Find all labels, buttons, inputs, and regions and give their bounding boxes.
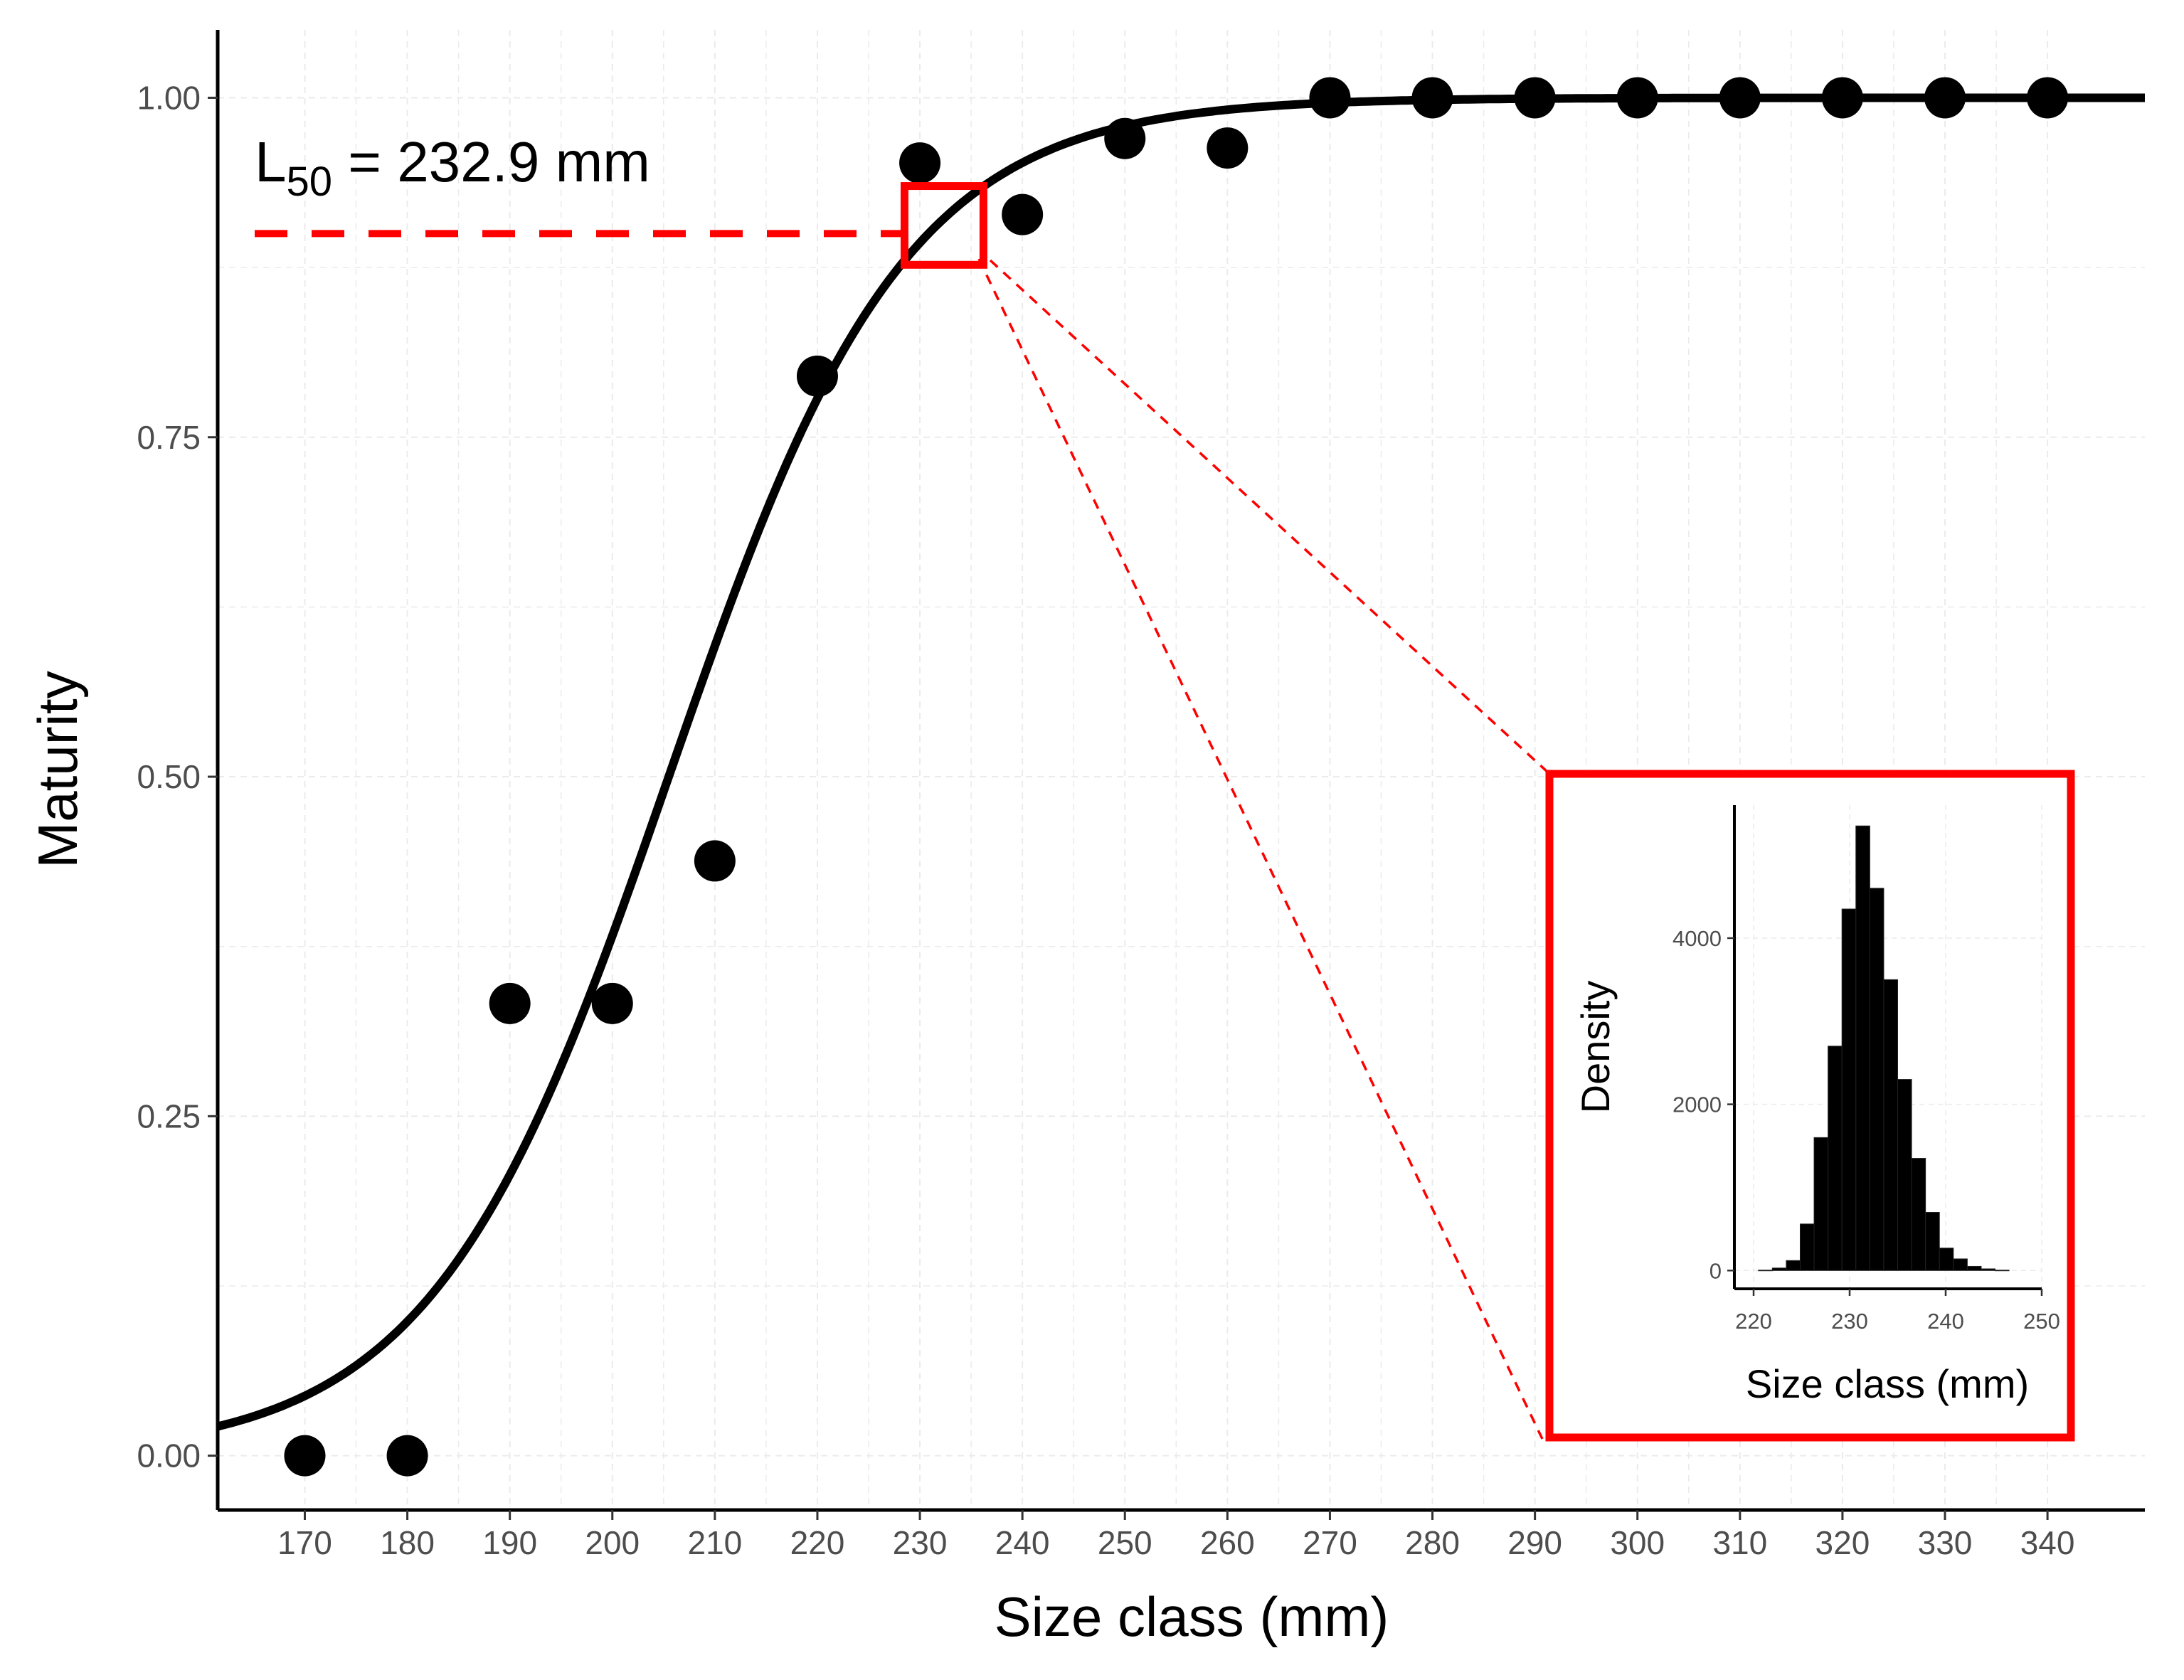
inset-y-axis-title: Density — [1573, 981, 1618, 1114]
data-point — [1924, 77, 1966, 119]
histogram-bar — [1855, 825, 1870, 1271]
histogram-bar — [1869, 888, 1885, 1271]
x-tick-label: 210 — [687, 1524, 742, 1561]
histogram-bar — [1883, 979, 1899, 1271]
y-tick-label: 0.25 — [137, 1097, 201, 1134]
x-tick-label: 280 — [1405, 1524, 1460, 1561]
inset-x-axis-title: Size class (mm) — [1746, 1361, 2029, 1406]
data-point — [284, 1435, 326, 1477]
inset-y-ticks: 0 2000 4000 — [1673, 926, 1734, 1283]
x-tick-label: 200 — [585, 1524, 640, 1561]
inset-histogram-bars — [1758, 825, 2010, 1272]
histogram-bar — [1813, 1137, 1829, 1271]
inset-x-tick-label: 220 — [1735, 1309, 1772, 1334]
histogram-bar — [1953, 1258, 1968, 1271]
histogram-bar — [1911, 1158, 1926, 1271]
histogram-bar — [1966, 1265, 1982, 1271]
maturity-points — [284, 77, 2069, 1477]
histogram-bar — [1799, 1223, 1815, 1271]
histogram-bar — [1828, 1046, 1843, 1271]
x-tick-label: 330 — [1918, 1524, 1973, 1561]
data-point — [1616, 77, 1658, 119]
main-x-ticks: 170 180 190 200 210 220 230 240 250 260 270 280 290 3… — [277, 1510, 2074, 1561]
x-tick-label: 290 — [1507, 1524, 1562, 1561]
x-tick-label: 190 — [482, 1524, 537, 1561]
data-point — [1002, 193, 1044, 235]
inset-y-tick-label: 2000 — [1673, 1092, 1722, 1117]
histogram-bar — [1897, 1079, 1912, 1271]
data-point — [1207, 127, 1249, 169]
data-point — [591, 982, 633, 1024]
histogram-bar — [1939, 1248, 1954, 1271]
x-tick-label: 270 — [1303, 1524, 1357, 1561]
x-tick-label: 300 — [1610, 1524, 1665, 1561]
main-y-ticks: 0.00 0.25 0.50 0.75 1.00 — [137, 79, 218, 1474]
histogram-bar — [1995, 1270, 2010, 1272]
inset-x-tick-label: 230 — [1831, 1309, 1868, 1334]
y-tick-label: 0.75 — [137, 419, 201, 456]
data-point — [1514, 77, 1556, 119]
x-tick-label: 230 — [893, 1524, 948, 1561]
data-point — [796, 355, 838, 397]
inset-y-tick-label: 4000 — [1673, 926, 1722, 951]
x-tick-label: 340 — [2020, 1524, 2075, 1561]
data-point — [899, 142, 941, 184]
zoom-connector-bottom — [977, 258, 1544, 1440]
x-tick-label: 240 — [995, 1524, 1050, 1561]
histogram-bar — [1981, 1268, 1996, 1271]
x-tick-label: 250 — [1098, 1524, 1152, 1561]
data-point — [1821, 77, 1863, 119]
histogram-bar — [1771, 1267, 1787, 1271]
inset-x-tick-label: 240 — [1927, 1309, 1964, 1334]
x-tick-label: 220 — [790, 1524, 845, 1561]
zoom-connector-top — [989, 259, 1549, 774]
x-tick-label: 260 — [1200, 1524, 1255, 1561]
data-point — [489, 982, 531, 1024]
histogram-bar — [1841, 908, 1857, 1271]
inset-x-ticks: 220 230 240 250 — [1735, 1289, 2060, 1334]
histogram-bar — [1786, 1260, 1801, 1271]
x-tick-label: 310 — [1712, 1524, 1767, 1561]
y-tick-label: 0.50 — [137, 758, 201, 795]
data-point — [1411, 77, 1453, 119]
x-tick-label: 180 — [380, 1524, 435, 1561]
data-point — [386, 1435, 428, 1477]
main-y-axis-title: Maturity — [26, 671, 89, 868]
inset-frame — [1545, 770, 2075, 1442]
histogram-bar — [1758, 1270, 1773, 1272]
histogram-inset: 220 230 240 250 0 2000 4000 Size class (mm) D… — [1545, 770, 2075, 1442]
data-point — [2027, 77, 2069, 119]
y-tick-label: 1.00 — [137, 79, 201, 116]
main-x-axis-title: Size class (mm) — [995, 1585, 1389, 1648]
data-point — [694, 840, 736, 882]
data-point — [1104, 117, 1146, 159]
histogram-bar — [1925, 1212, 1940, 1271]
x-tick-label: 170 — [277, 1524, 332, 1561]
inset-y-tick-label: 0 — [1709, 1258, 1722, 1283]
x-tick-label: 320 — [1815, 1524, 1870, 1561]
data-point — [1309, 77, 1351, 119]
l50-annotation: L50 = 232.9 mm — [255, 130, 650, 205]
l50-highlight-box — [900, 182, 987, 269]
inset-x-tick-label: 250 — [2023, 1309, 2060, 1334]
data-point — [1719, 77, 1761, 119]
y-tick-label: 0.00 — [137, 1437, 201, 1474]
